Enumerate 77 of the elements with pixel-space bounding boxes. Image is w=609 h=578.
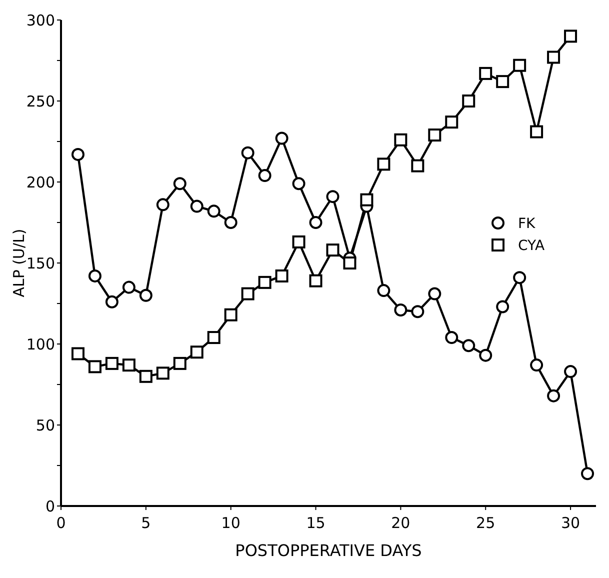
point	[479, 348, 492, 362]
point	[173, 356, 186, 370]
point	[462, 339, 476, 352]
point	[547, 50, 560, 64]
point	[156, 366, 170, 380]
x-tick-label: 15	[306, 514, 326, 532]
point	[173, 177, 186, 190]
point	[496, 300, 510, 314]
x-tick-label: 25	[476, 514, 496, 532]
y-tick-label: 150	[26, 254, 55, 272]
y-tick-label: 250	[26, 92, 55, 110]
point	[445, 331, 458, 344]
point	[122, 358, 136, 372]
y-tick-label: 200	[26, 173, 55, 192]
point	[428, 287, 442, 300]
x-tick-label: 5	[141, 514, 151, 532]
point	[241, 146, 254, 160]
point	[258, 169, 272, 182]
y-tick-label: 0	[45, 497, 55, 516]
point	[258, 276, 272, 289]
point	[326, 190, 340, 204]
point	[139, 288, 152, 302]
point	[394, 133, 408, 146]
point	[122, 280, 136, 294]
point	[224, 308, 238, 322]
point	[275, 269, 288, 282]
point	[360, 193, 374, 206]
point	[207, 331, 220, 344]
point	[88, 360, 102, 374]
point	[71, 148, 84, 161]
point	[411, 305, 424, 318]
point	[241, 287, 254, 300]
y-tick-label: 100	[26, 335, 55, 354]
point	[394, 303, 408, 316]
legend-label: FK	[518, 216, 536, 232]
point	[445, 116, 458, 129]
point	[496, 75, 510, 88]
point	[190, 346, 204, 359]
y-axis-title: ALP (U/L)	[10, 228, 28, 298]
point	[462, 94, 476, 108]
point	[428, 128, 442, 142]
point	[292, 177, 306, 190]
point	[105, 295, 118, 308]
x-tick-label: 0	[56, 514, 66, 532]
point	[411, 159, 424, 172]
y-tick-label: 300	[26, 11, 55, 30]
point	[326, 244, 340, 257]
point	[343, 256, 356, 270]
point	[71, 347, 84, 360]
point	[275, 132, 288, 145]
point	[513, 271, 526, 284]
point	[530, 125, 544, 138]
x-axis-title: POSTOPPERATIVE DAYS	[235, 541, 422, 560]
x-tick-label: 20	[391, 514, 410, 532]
point	[547, 389, 560, 402]
point	[156, 198, 170, 212]
point	[309, 274, 322, 288]
legend-label: CYA	[518, 238, 545, 254]
point	[377, 284, 390, 298]
point	[530, 358, 544, 372]
point	[105, 356, 118, 370]
x-tick-label: 30	[560, 514, 580, 532]
point	[190, 200, 204, 213]
point	[292, 235, 306, 248]
point	[377, 158, 390, 171]
point	[139, 370, 152, 383]
point	[309, 216, 322, 229]
point	[207, 204, 220, 218]
point	[513, 58, 526, 72]
point	[564, 365, 578, 378]
y-tick-label: 50	[36, 416, 55, 434]
point	[88, 269, 102, 282]
point	[479, 66, 492, 80]
point	[581, 467, 594, 480]
x-tick-label: 10	[221, 514, 240, 532]
point	[224, 216, 238, 229]
point	[564, 30, 578, 43]
